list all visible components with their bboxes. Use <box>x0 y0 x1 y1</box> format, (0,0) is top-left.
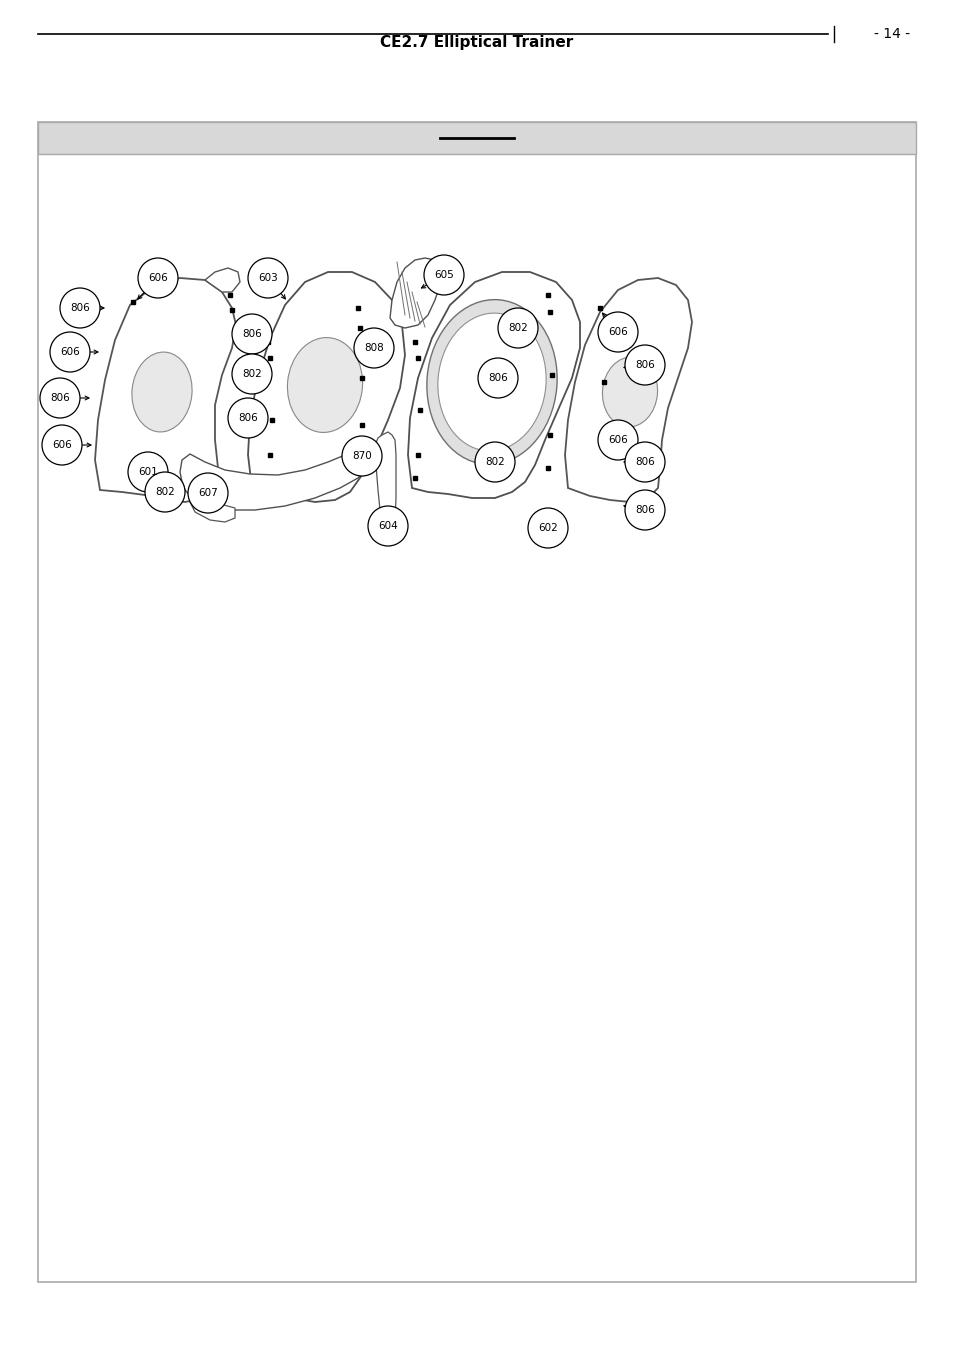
Circle shape <box>188 472 228 513</box>
Text: 606: 606 <box>148 273 168 284</box>
Text: 602: 602 <box>537 522 558 533</box>
Circle shape <box>624 490 664 531</box>
Text: 870: 870 <box>352 451 372 460</box>
Circle shape <box>228 398 268 437</box>
Text: 601: 601 <box>138 467 157 477</box>
Circle shape <box>341 436 381 477</box>
Circle shape <box>368 506 408 545</box>
Ellipse shape <box>437 313 545 451</box>
Circle shape <box>40 378 80 418</box>
Circle shape <box>598 420 638 460</box>
Bar <box>38 122 915 1282</box>
Text: 604: 604 <box>377 521 397 531</box>
Circle shape <box>477 358 517 398</box>
Circle shape <box>138 258 178 298</box>
Text: 605: 605 <box>434 270 454 279</box>
Circle shape <box>60 288 100 328</box>
Circle shape <box>598 312 638 352</box>
Circle shape <box>624 346 664 385</box>
Circle shape <box>128 452 168 491</box>
Ellipse shape <box>426 300 557 464</box>
Text: 806: 806 <box>238 413 257 423</box>
Polygon shape <box>180 452 368 510</box>
Text: 806: 806 <box>71 302 90 313</box>
Text: CE2.7 Elliptical Trainer: CE2.7 Elliptical Trainer <box>380 35 573 50</box>
Circle shape <box>145 472 185 512</box>
Bar <box>38 122 915 154</box>
Text: 806: 806 <box>635 360 654 370</box>
Circle shape <box>527 508 567 548</box>
Circle shape <box>42 425 82 464</box>
Polygon shape <box>375 432 395 535</box>
Text: 607: 607 <box>198 487 217 498</box>
Ellipse shape <box>287 338 362 432</box>
Polygon shape <box>248 271 405 502</box>
Text: 606: 606 <box>52 440 71 450</box>
Circle shape <box>624 441 664 482</box>
Text: 603: 603 <box>258 273 277 284</box>
Text: 806: 806 <box>51 393 70 404</box>
Text: 802: 802 <box>485 458 504 467</box>
Text: 802: 802 <box>508 323 527 333</box>
Text: 606: 606 <box>607 435 627 446</box>
Polygon shape <box>95 278 235 502</box>
Text: 606: 606 <box>607 327 627 338</box>
Circle shape <box>232 354 272 394</box>
Text: 606: 606 <box>60 347 80 356</box>
Text: 806: 806 <box>488 373 507 383</box>
Circle shape <box>423 255 463 296</box>
Ellipse shape <box>132 352 192 432</box>
Polygon shape <box>408 271 579 498</box>
Circle shape <box>248 258 288 298</box>
Text: 806: 806 <box>242 329 262 339</box>
Polygon shape <box>205 269 240 292</box>
Text: 808: 808 <box>364 343 383 352</box>
Circle shape <box>475 441 515 482</box>
Text: - 14 -: - 14 - <box>873 27 909 40</box>
Ellipse shape <box>601 356 657 427</box>
Polygon shape <box>390 258 440 328</box>
Text: 802: 802 <box>155 487 174 497</box>
Text: 806: 806 <box>635 458 654 467</box>
Text: 806: 806 <box>635 505 654 514</box>
Circle shape <box>497 308 537 348</box>
Circle shape <box>232 315 272 354</box>
Polygon shape <box>564 278 691 502</box>
Polygon shape <box>190 502 234 522</box>
Text: 802: 802 <box>242 369 262 379</box>
Circle shape <box>50 332 90 373</box>
Circle shape <box>354 328 394 369</box>
